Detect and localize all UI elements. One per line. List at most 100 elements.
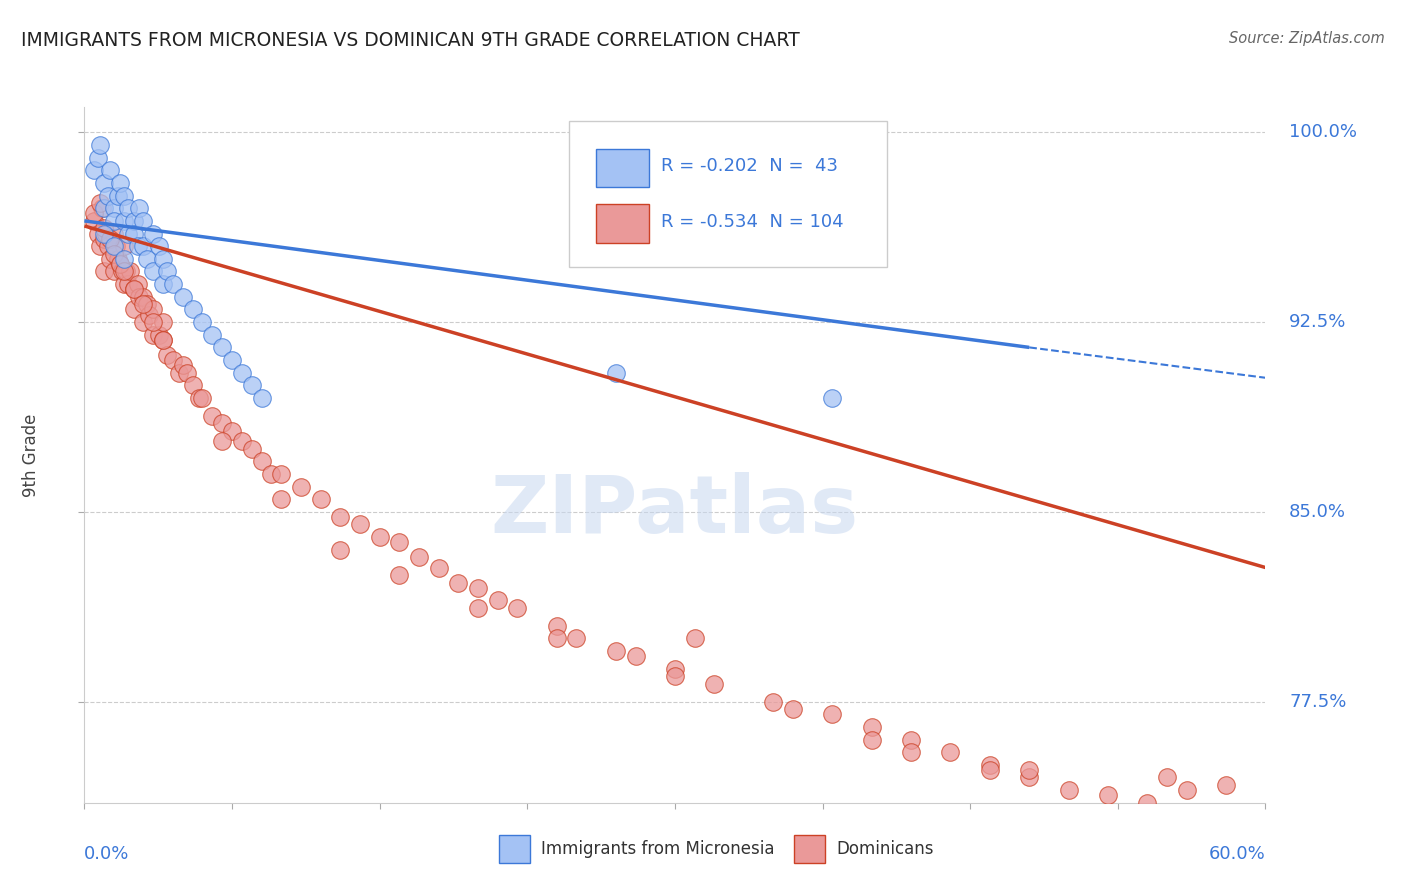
- Point: [127, 277, 149, 292]
- FancyBboxPatch shape: [568, 121, 887, 267]
- Point: [388, 568, 411, 582]
- Point: [83, 163, 105, 178]
- Point: [240, 442, 263, 456]
- Point: [93, 221, 115, 235]
- Point: [270, 467, 292, 481]
- Point: [132, 297, 155, 311]
- Point: [103, 239, 125, 253]
- Point: [103, 264, 125, 278]
- Point: [181, 302, 204, 317]
- Point: [231, 434, 253, 448]
- Point: [664, 662, 686, 676]
- Point: [176, 366, 198, 380]
- Point: [221, 424, 243, 438]
- Point: [240, 378, 263, 392]
- Bar: [499, 835, 530, 863]
- Point: [108, 176, 131, 190]
- Bar: [596, 204, 650, 243]
- Point: [821, 391, 844, 405]
- Point: [162, 353, 184, 368]
- Text: 0.0%: 0.0%: [84, 845, 129, 863]
- Point: [979, 763, 1001, 777]
- Text: 9th Grade: 9th Grade: [22, 413, 41, 497]
- Point: [250, 391, 273, 405]
- Point: [112, 214, 135, 228]
- Text: Immigrants from Micronesia: Immigrants from Micronesia: [541, 840, 775, 858]
- Point: [152, 333, 174, 347]
- Point: [201, 409, 224, 423]
- Point: [1156, 771, 1178, 785]
- Point: [93, 201, 115, 215]
- Point: [231, 366, 253, 380]
- Point: [132, 214, 155, 228]
- Point: [1018, 771, 1040, 785]
- Point: [782, 702, 804, 716]
- Text: Source: ZipAtlas.com: Source: ZipAtlas.com: [1229, 31, 1385, 46]
- Point: [93, 227, 115, 241]
- Text: 92.5%: 92.5%: [1289, 313, 1347, 331]
- Point: [98, 252, 121, 266]
- Point: [117, 227, 139, 241]
- Point: [191, 315, 214, 329]
- Point: [132, 315, 155, 329]
- Point: [128, 201, 150, 215]
- Point: [546, 632, 568, 646]
- Point: [98, 231, 121, 245]
- Point: [388, 535, 411, 549]
- Point: [132, 239, 155, 253]
- Point: [624, 648, 647, 663]
- Point: [939, 745, 962, 759]
- Point: [211, 434, 233, 448]
- Point: [91, 201, 114, 215]
- Point: [83, 214, 105, 228]
- Point: [97, 188, 120, 202]
- Point: [118, 264, 141, 278]
- Point: [427, 560, 450, 574]
- Point: [132, 290, 155, 304]
- Point: [136, 297, 159, 311]
- Point: [1057, 783, 1080, 797]
- Point: [103, 201, 125, 215]
- Point: [112, 277, 135, 292]
- Point: [447, 575, 470, 590]
- Point: [93, 264, 115, 278]
- Point: [1175, 783, 1198, 797]
- Point: [1018, 763, 1040, 777]
- Point: [103, 227, 125, 241]
- Point: [97, 239, 120, 253]
- Point: [664, 669, 686, 683]
- Point: [127, 239, 149, 253]
- Point: [94, 227, 117, 241]
- Point: [1215, 778, 1237, 792]
- Point: [93, 176, 115, 190]
- Point: [900, 745, 922, 759]
- Point: [98, 163, 121, 178]
- Point: [148, 239, 170, 253]
- Point: [138, 308, 160, 322]
- Point: [122, 227, 145, 241]
- Point: [368, 530, 391, 544]
- Point: [107, 252, 129, 266]
- Bar: [596, 149, 650, 187]
- Text: R = -0.534  N = 104: R = -0.534 N = 104: [661, 213, 844, 231]
- Point: [117, 277, 139, 292]
- Point: [900, 732, 922, 747]
- Point: [108, 257, 131, 271]
- Point: [152, 277, 174, 292]
- Text: R = -0.202  N =  43: R = -0.202 N = 43: [661, 157, 838, 175]
- Point: [148, 327, 170, 342]
- Point: [546, 618, 568, 632]
- Point: [703, 677, 725, 691]
- Point: [762, 695, 785, 709]
- Point: [136, 252, 159, 266]
- Text: IMMIGRANTS FROM MICRONESIA VS DOMINICAN 9TH GRADE CORRELATION CHART: IMMIGRANTS FROM MICRONESIA VS DOMINICAN …: [21, 31, 800, 50]
- Point: [309, 492, 332, 507]
- Point: [260, 467, 283, 481]
- Point: [117, 201, 139, 215]
- Point: [486, 593, 509, 607]
- Point: [112, 239, 135, 253]
- Point: [103, 214, 125, 228]
- Point: [142, 315, 165, 329]
- Point: [191, 391, 214, 405]
- Point: [860, 720, 883, 734]
